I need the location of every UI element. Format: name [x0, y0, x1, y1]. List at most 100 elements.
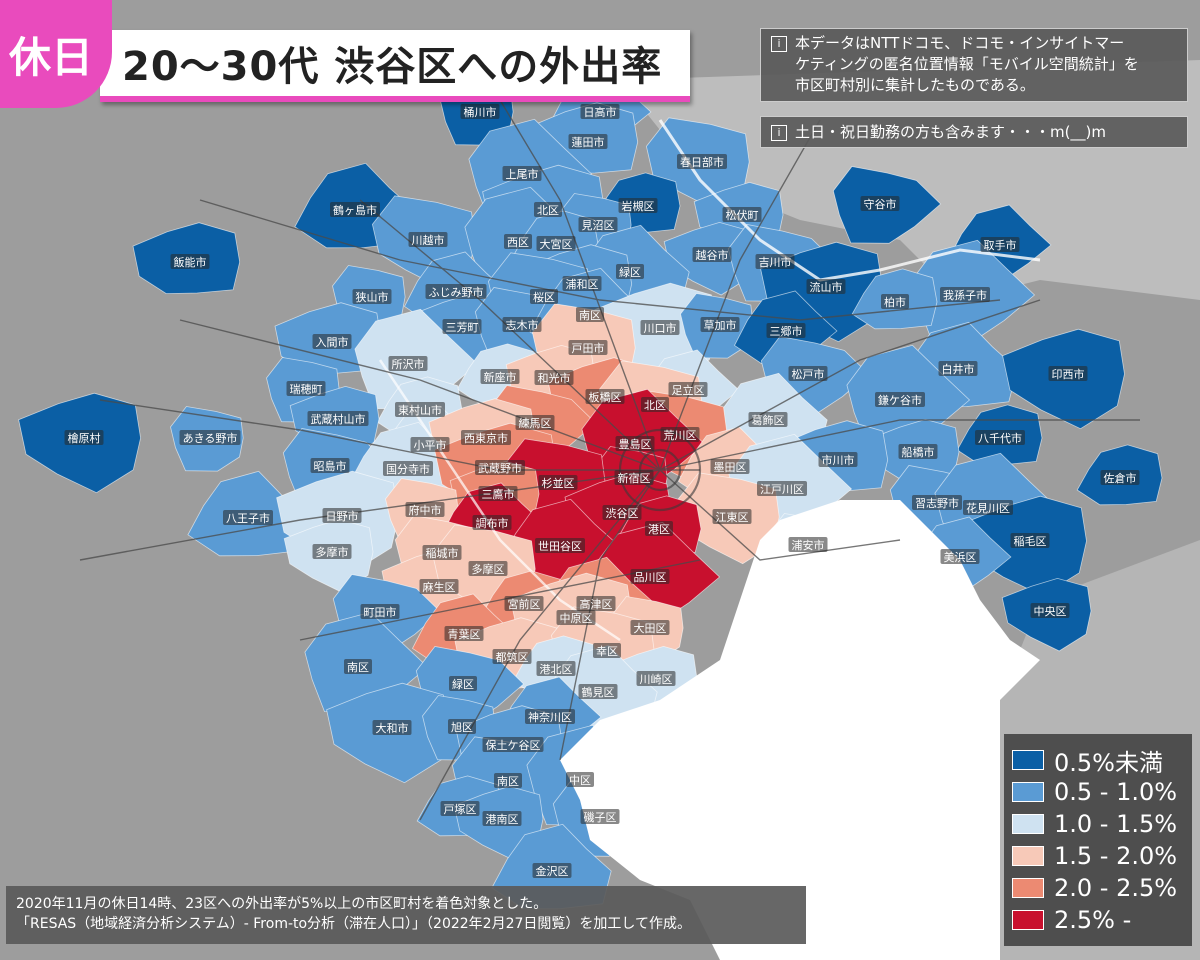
- place-label-text: 中央区: [1034, 605, 1067, 618]
- tokyo-bay: [560, 500, 1040, 960]
- place-label-bg: [422, 545, 462, 560]
- place-label-text: 松戸市: [792, 367, 825, 381]
- place-label: 中央区: [1030, 603, 1070, 618]
- place-label-text: 昭島市: [314, 459, 347, 473]
- legend-label: 1.5 - 2.0%: [1054, 842, 1178, 870]
- place-label-text: 大和市: [376, 721, 409, 735]
- place-label-bg: [757, 481, 807, 496]
- place-label-bg: [963, 500, 1013, 515]
- info-icon: i: [771, 36, 787, 52]
- place-label-text: 所沢市: [392, 357, 425, 371]
- place-label-bg: [322, 508, 362, 523]
- place-label-bg: [468, 561, 508, 576]
- place-label: 西区: [504, 234, 532, 249]
- place-label: 金沢区: [532, 863, 572, 878]
- place-label-bg: [442, 319, 482, 334]
- place-label: 春日部市: [677, 154, 727, 169]
- place-label: 麻生区: [419, 579, 459, 594]
- place-label-text: 保土ケ谷区: [486, 738, 541, 752]
- place-label-bg: [568, 340, 608, 355]
- place-label: 鶴見区: [578, 684, 618, 699]
- place-label: 守谷市: [860, 196, 900, 211]
- place-label-bg: [615, 436, 655, 451]
- place-label-text: 習志野市: [915, 496, 959, 510]
- place-label-text: 金沢区: [536, 864, 569, 878]
- place-label-bg: [1010, 533, 1050, 548]
- place-label: 荒川区: [660, 427, 700, 442]
- legend-item: 1.5 - 2.0%: [1012, 840, 1184, 872]
- place-label-bg: [593, 643, 621, 658]
- place-label-bg: [515, 415, 555, 430]
- place-label: 大田区: [630, 620, 670, 635]
- place-label-text: 中原区: [560, 612, 593, 625]
- place-label: 川越市: [408, 232, 448, 247]
- place-label: あきる野市: [179, 430, 241, 445]
- place-label-text: 日高市: [584, 105, 617, 119]
- place-label-text: 佐倉市: [1104, 471, 1137, 485]
- place-label-bg: [636, 671, 676, 686]
- place-label-text: 桜区: [533, 290, 555, 304]
- place-label-text: 磯子区: [584, 811, 617, 824]
- place-label-bg: [530, 289, 558, 304]
- place-label-bg: [712, 509, 752, 524]
- place-label: 武蔵村山市: [307, 411, 369, 426]
- place-label-text: 荒川区: [664, 429, 697, 442]
- place-label: 世田谷区: [535, 538, 585, 553]
- place-label: 岩槻区: [618, 198, 658, 213]
- place-label-text: 三鷹市: [482, 487, 515, 501]
- place-label: 国分寺市: [383, 461, 433, 476]
- place-label: 市川市: [818, 452, 858, 467]
- place-label-text: 鎌ケ谷市: [878, 393, 922, 407]
- place-label-text: 緑区: [452, 677, 474, 691]
- place-label-text: 新座市: [484, 370, 517, 384]
- place-label: 船橋市: [898, 444, 938, 459]
- place-label: 檜原村: [64, 430, 104, 445]
- place-label-text: 杉並区: [542, 476, 575, 490]
- place-label-bg: [566, 772, 594, 787]
- place-label: 旭区: [448, 719, 476, 734]
- legend-label: 1.0 - 1.5%: [1054, 810, 1178, 838]
- place-label: 川崎区: [636, 671, 676, 686]
- place-label: 鶴ヶ島市: [330, 202, 380, 217]
- weekend-worker-note: i 土日・祝日勤務の方も含みます・・・m(__)m: [760, 116, 1188, 148]
- place-label-text: 八千代市: [978, 431, 1022, 445]
- legend-item: 2.0 - 2.5%: [1012, 872, 1184, 904]
- place-label-text: 岩槻区: [622, 199, 655, 213]
- place-label-text: 北区: [644, 399, 666, 412]
- place-label-bg: [980, 237, 1020, 252]
- place-label: 北区: [641, 397, 669, 412]
- place-label-bg: [330, 202, 380, 217]
- place-label-bg: [722, 207, 762, 222]
- holiday-badge: 休日: [0, 0, 112, 108]
- place-label-bg: [448, 719, 476, 734]
- place-label-text: 日野市: [326, 509, 359, 523]
- place-label-text: 都筑区: [496, 650, 529, 664]
- place-label-text: 瑞穂町: [290, 382, 323, 396]
- place-label: 町田市: [360, 604, 400, 619]
- place-label-bg: [788, 537, 828, 552]
- legend-swatch: [1012, 782, 1044, 802]
- place-label-text: 越谷市: [696, 248, 729, 262]
- place-label-bg: [748, 412, 788, 427]
- map-title-text: 20〜30代 渋谷区への外出率: [122, 44, 663, 90]
- place-label-text: 渋谷区: [606, 507, 639, 520]
- place-label: 白井市: [938, 361, 978, 376]
- place-label-text: 川越市: [412, 233, 445, 247]
- place-label-text: 志木市: [506, 318, 539, 332]
- place-label-bg: [494, 773, 522, 788]
- place-label-bg: [940, 287, 990, 302]
- place-label-text: 船橋市: [902, 445, 935, 459]
- road-network: [79, 99, 1140, 821]
- place-label: 調布市: [472, 515, 512, 530]
- legend-label: 2.5% -: [1054, 906, 1132, 934]
- place-label: 松戸市: [788, 366, 828, 381]
- place-label-text: 稲城市: [426, 546, 459, 560]
- place-label-bg: [580, 104, 620, 119]
- place-label-bg: [312, 334, 352, 349]
- place-label-bg: [645, 521, 673, 536]
- place-label-text: 神奈川区: [528, 710, 572, 724]
- place-label-text: 府中市: [409, 503, 442, 517]
- place-label: 越谷市: [692, 247, 732, 262]
- place-label-text: 飯能市: [174, 255, 207, 269]
- place-label-bg: [788, 366, 828, 381]
